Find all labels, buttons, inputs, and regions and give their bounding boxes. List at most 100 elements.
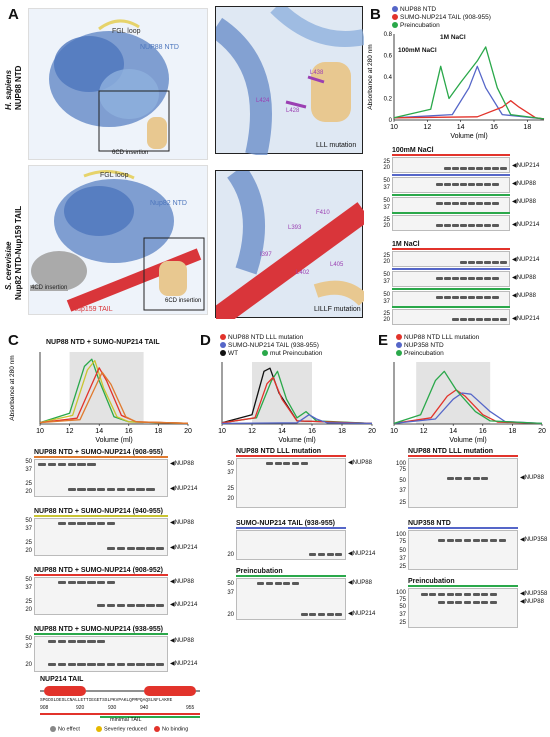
gel-band [77,522,86,525]
mw-marker: 20 [25,607,32,613]
mw-marker: 50 [25,577,32,583]
gel-band [452,202,459,205]
gel-band [300,462,308,465]
x-tick-label: 16 [125,428,133,435]
gel-band [97,663,106,666]
gel-band [446,593,454,596]
mw-marker: 37 [383,185,390,191]
gel [236,578,346,620]
gel-band [436,224,443,227]
gel-band [455,601,463,604]
gel-band [438,601,446,604]
mw-marker: 20 [383,223,390,229]
gel-band [444,202,451,205]
gel-band [460,296,467,299]
gel [34,577,168,615]
y-axis-label: Absorbance at 280 nm [367,44,374,109]
legend-d-1: SUMO-NUP214 TAIL (938-955) [220,342,319,349]
gel-band [446,601,454,604]
x-tick-label: 18 [523,124,531,131]
gel-band [126,547,135,550]
gel-band [484,224,491,227]
gel-band [444,224,451,227]
gel-band [472,477,480,480]
elution-window [252,362,312,424]
mw-marker: 25 [383,217,390,223]
zoom-top-cartoon [209,1,366,158]
residue-i397: I397 [260,252,272,258]
gel-band [460,224,467,227]
x-tick-label: 20 [184,428,192,435]
gel-band [460,183,467,186]
x-tick-label: 18 [155,428,163,435]
tail-helix-1 [44,686,86,696]
nup88-ntd-label: NUP88 NTD [140,44,179,51]
series-line-preincubation [393,46,545,120]
gel-band [476,296,483,299]
gel-title: NUP88 NTD LLL mutation [408,448,494,455]
series-line-yellow [39,359,189,424]
gel-band [460,202,467,205]
gel-band [492,318,499,321]
gel-band [87,581,96,584]
gel [392,157,510,173]
legend-e-0: NUP88 NTD LLL mutation [396,334,479,341]
gel-title: Preincubation [408,578,455,585]
gel-band [492,277,499,280]
nup82-cartoon [31,170,205,312]
gel-band [146,488,155,491]
gel-band [106,663,116,666]
gel-band [460,318,467,321]
gel [34,636,168,672]
mw-marker: 37 [227,470,234,476]
minimal-tail-label: minimal TAIL [110,717,142,723]
mw-marker: 50 [383,198,390,204]
gel-band [468,224,475,227]
gel-band [492,167,499,170]
gel-band [67,581,76,584]
gel-band-label: ◀NUP358 [520,537,548,543]
series-line-sumo-nup214-tail-938-955- [221,414,373,425]
residue-l424: L424 [256,98,270,104]
gel-band [484,183,491,186]
gel-band [309,553,317,556]
gel-band [57,663,67,666]
gel-band [455,477,463,480]
gel-band [438,539,446,542]
gel-band-label: ◀NUP88 [520,599,544,605]
chart-d: 10 12 14 16 18 20 Volume (ml) [218,362,376,444]
gel-band [126,663,135,666]
gel-color-bar [236,455,346,457]
gel-band-label: ◀NUP88 [170,638,194,644]
gel-title: NUP88 NTD LLL mutation [236,448,322,455]
gel-band-label: ◀NUP214 [170,486,198,492]
mw-marker: 50 [25,636,32,642]
construct-label-bottom: Nup82 NTD-Nup159 TAIL [14,205,23,300]
gel-band-label: ◀NUP214 [512,257,540,263]
mw-marker: 50 [383,272,390,278]
gel-band [436,183,443,186]
gel-band [87,640,96,643]
x-axis-label: Volume (ml) [278,437,315,444]
mw-marker: 50 [383,292,390,298]
gel-band [476,202,483,205]
gel-band [116,604,126,607]
gel-color-bar [408,527,518,529]
elution-window [416,362,491,424]
gel-band [116,547,126,550]
gel-band-label: ◀NUP88 [512,293,536,299]
gel-band [38,463,47,466]
gel-band-label: ◀NUP358 [520,591,548,597]
mw-marker: 37 [25,644,32,650]
6cd-insertion-label-top: 6CD insertion [112,150,149,156]
tail-range-full [40,713,200,715]
elution-window [69,352,144,424]
gel-band [67,463,76,466]
gel-title: SUMO-NUP214 TAIL (938-955) [236,520,335,527]
gel-band-label: ◀NUP214 [512,163,540,169]
gel-band [106,547,116,550]
tail-tick-940: 940 [140,705,149,711]
gel-band [156,547,165,550]
residue-l428: L428 [286,108,300,114]
mw-marker: 25 [25,599,32,605]
